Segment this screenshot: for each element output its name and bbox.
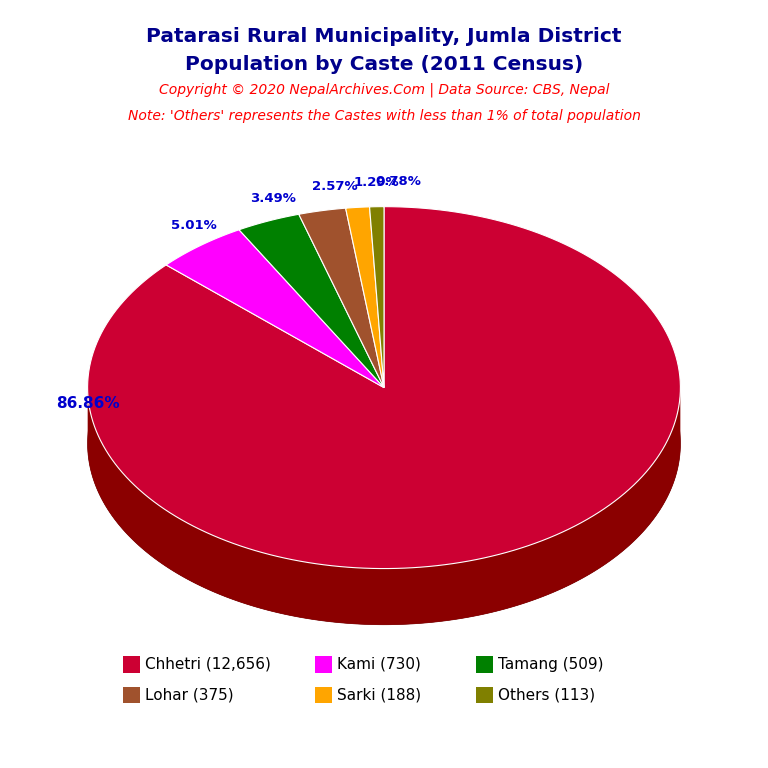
Polygon shape bbox=[88, 263, 680, 624]
Polygon shape bbox=[239, 214, 384, 388]
Text: Note: 'Others' represents the Castes with less than 1% of total population: Note: 'Others' represents the Castes wit… bbox=[127, 109, 641, 123]
Polygon shape bbox=[299, 208, 384, 388]
Text: Copyright © 2020 NepalArchives.Com | Data Source: CBS, Nepal: Copyright © 2020 NepalArchives.Com | Dat… bbox=[159, 83, 609, 98]
Text: Lohar (375): Lohar (375) bbox=[145, 687, 233, 703]
Text: Sarki (188): Sarki (188) bbox=[337, 687, 422, 703]
Text: 0.78%: 0.78% bbox=[376, 175, 422, 188]
Polygon shape bbox=[166, 230, 384, 388]
Polygon shape bbox=[88, 207, 680, 568]
Text: 5.01%: 5.01% bbox=[171, 220, 217, 233]
Text: Others (113): Others (113) bbox=[498, 687, 595, 703]
Text: 86.86%: 86.86% bbox=[56, 396, 120, 411]
Polygon shape bbox=[88, 391, 680, 624]
Text: Chhetri (12,656): Chhetri (12,656) bbox=[145, 657, 271, 672]
Text: Tamang (509): Tamang (509) bbox=[498, 657, 604, 672]
Text: Patarasi Rural Municipality, Jumla District: Patarasi Rural Municipality, Jumla Distr… bbox=[146, 27, 622, 46]
Text: 2.57%: 2.57% bbox=[313, 180, 358, 193]
Text: Kami (730): Kami (730) bbox=[337, 657, 421, 672]
Text: 3.49%: 3.49% bbox=[250, 191, 296, 204]
Polygon shape bbox=[346, 207, 384, 388]
Polygon shape bbox=[369, 207, 384, 388]
Text: 1.29%: 1.29% bbox=[353, 176, 399, 189]
Text: Population by Caste (2011 Census): Population by Caste (2011 Census) bbox=[185, 55, 583, 74]
